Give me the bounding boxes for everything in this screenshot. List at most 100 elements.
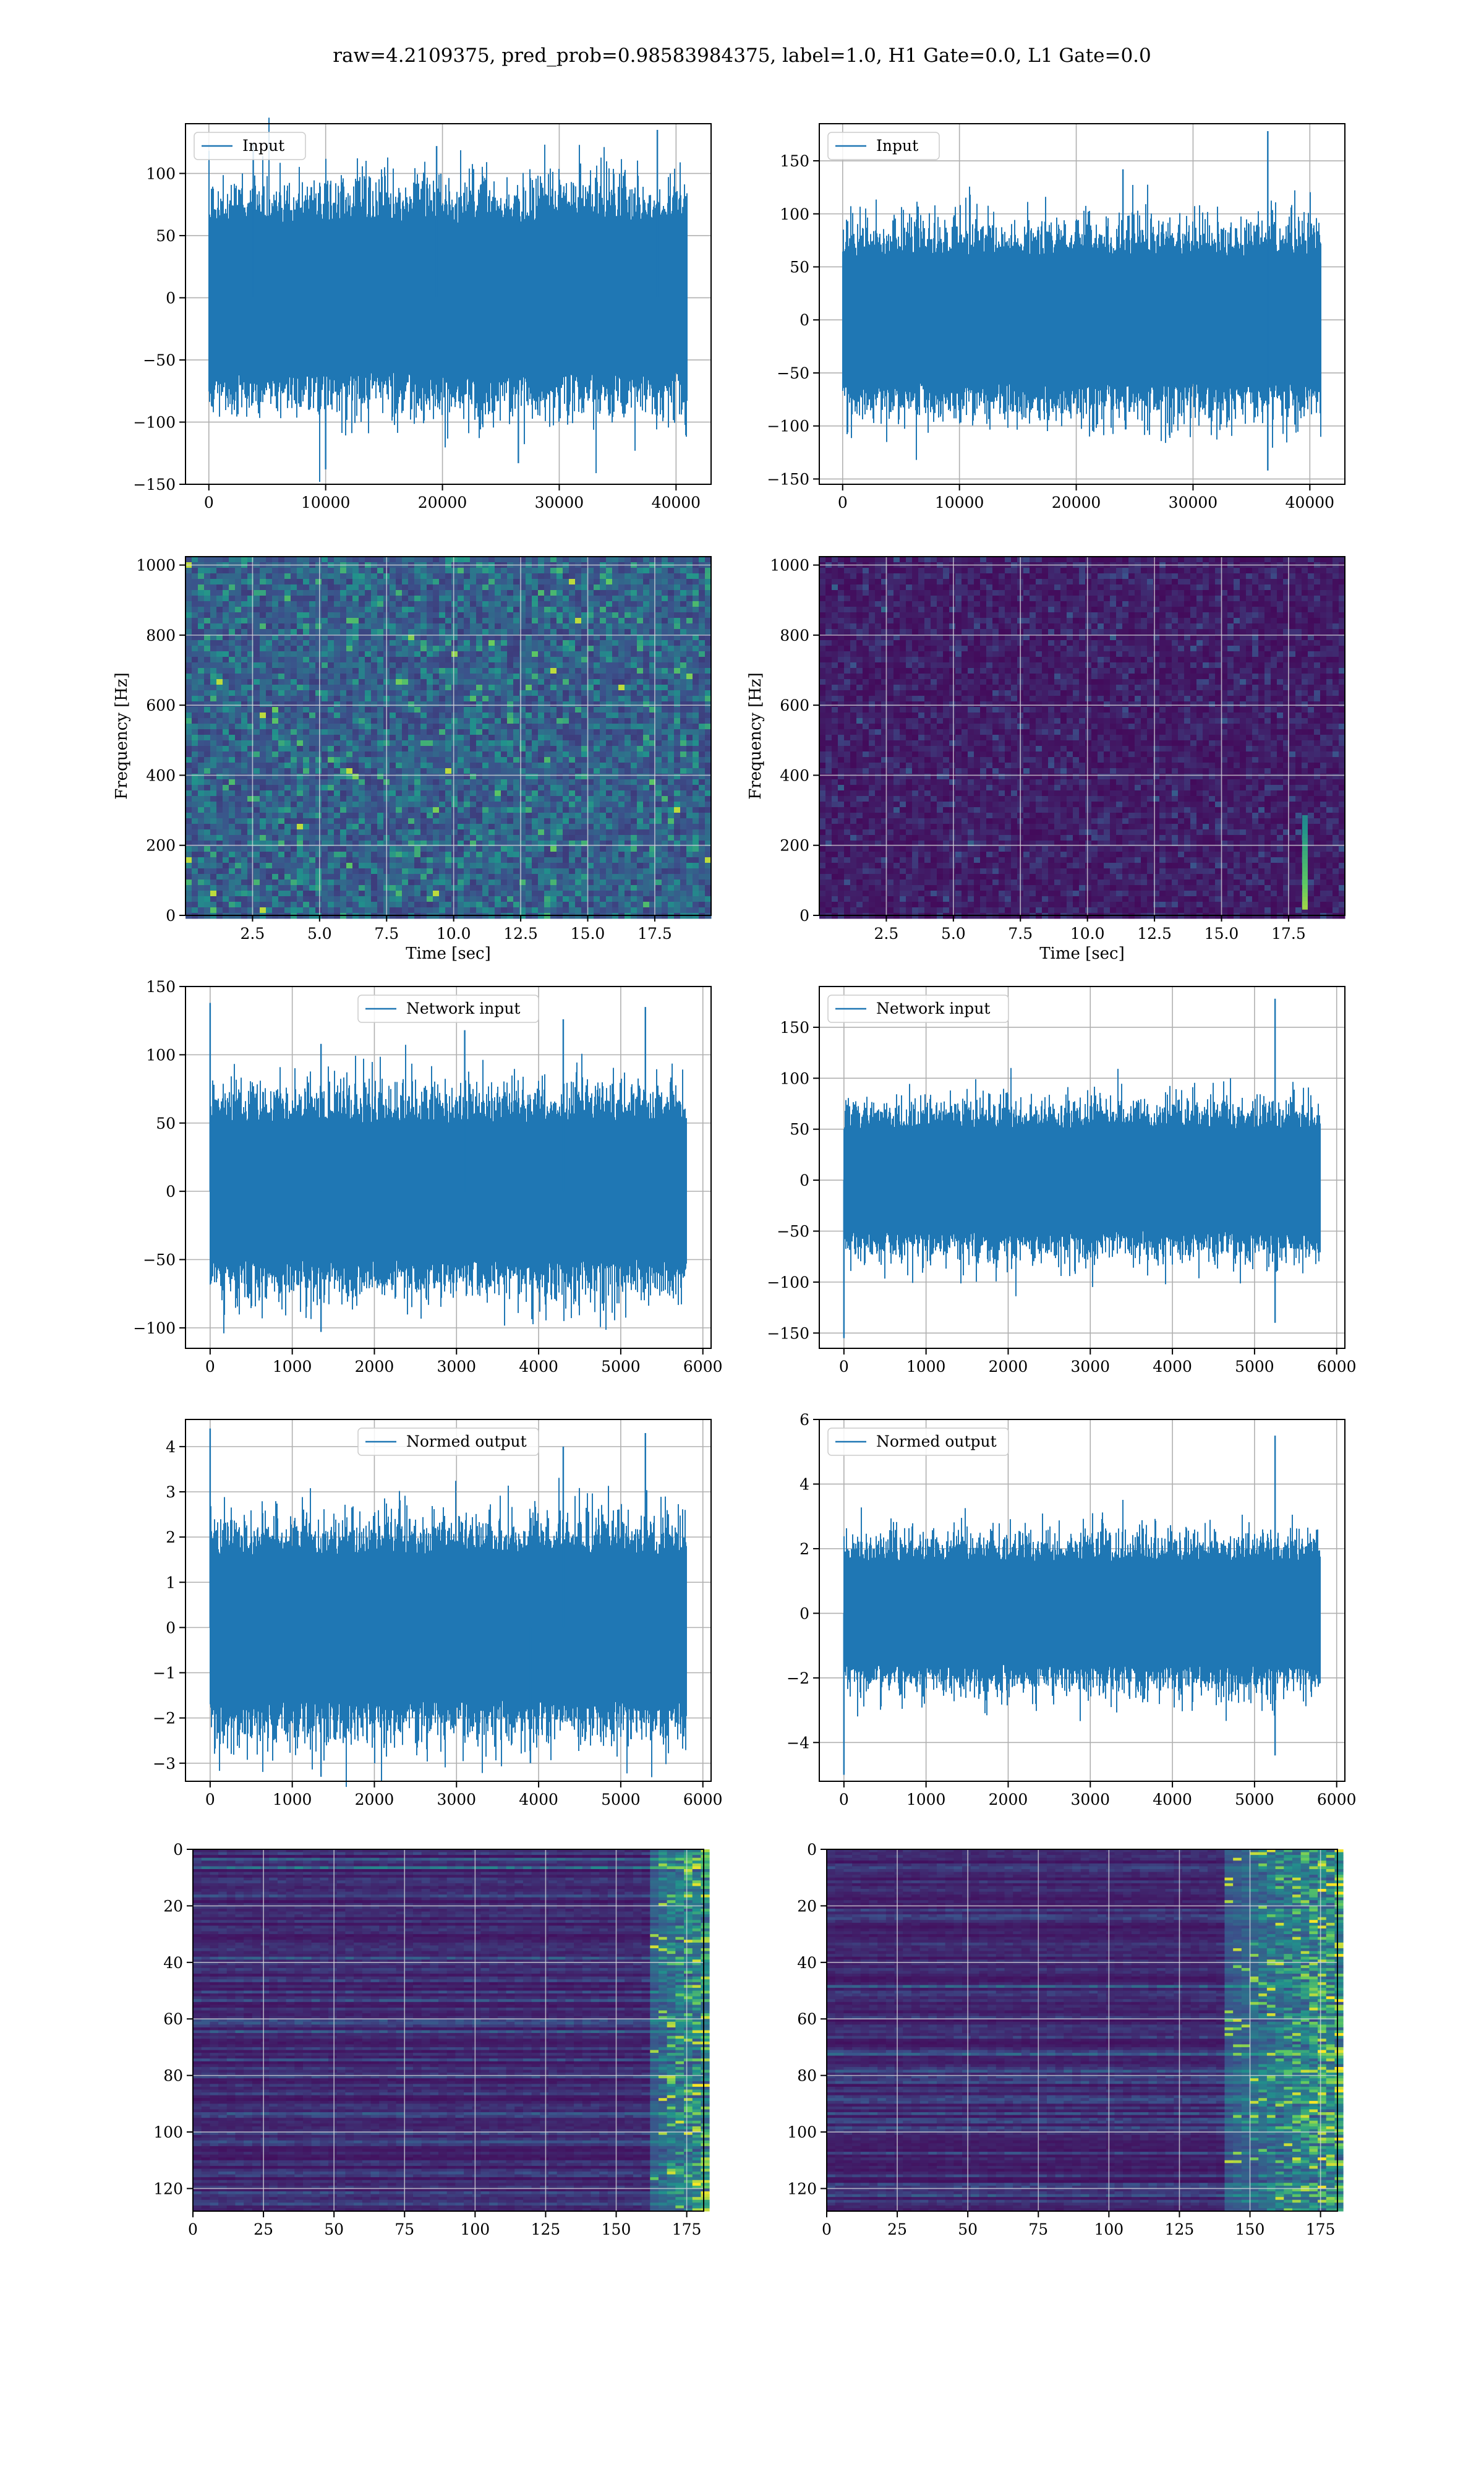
heatmap-cell (488, 868, 495, 875)
heatmap-cell (414, 557, 421, 563)
heatmap-cell (334, 635, 341, 641)
heatmap-cell (192, 618, 198, 624)
heatmap-cell (359, 596, 365, 602)
heatmap-cell (488, 768, 495, 774)
heatmap-cell (254, 841, 260, 847)
heatmap-cell (352, 584, 359, 591)
heatmap-cell (631, 796, 638, 802)
heatmap-cell (235, 662, 242, 669)
heatmap-cell (513, 779, 520, 785)
heatmap-cell (550, 690, 557, 696)
heatmap-cell (420, 818, 427, 824)
heatmap-cell (464, 740, 471, 747)
heatmap-cell (519, 763, 526, 769)
heatmap-cell (538, 601, 545, 607)
heatmap-cell (495, 863, 501, 869)
heatmap-cell (587, 829, 594, 836)
heatmap-cell (433, 829, 440, 836)
heatmap-cell (352, 796, 359, 802)
heatmap-cell (643, 902, 650, 908)
heatmap-cell (303, 846, 310, 852)
heatmap-cell (340, 846, 347, 852)
heatmap-cell (427, 846, 433, 852)
heatmap-cell (637, 785, 644, 791)
heatmap-cell (210, 896, 217, 902)
heatmap-cell (402, 668, 409, 674)
heatmap-cell (612, 601, 619, 607)
heatmap-cell (192, 880, 198, 886)
heatmap-cell (631, 690, 638, 696)
heatmap-cell (581, 657, 588, 663)
heatmap-cell (433, 696, 440, 702)
heatmap-cell (464, 863, 471, 869)
heatmap-cell (408, 735, 415, 741)
heatmap-cell (600, 902, 607, 908)
heatmap-cell (556, 824, 563, 830)
heatmap-cell (420, 868, 427, 875)
heatmap-cell (439, 841, 446, 847)
heatmap-cell (606, 790, 613, 797)
heatmap-cell (538, 751, 545, 758)
legend-box (194, 132, 306, 160)
heatmap-cell (575, 729, 582, 735)
heatmap-cell (476, 824, 483, 830)
heatmap-cell (340, 829, 347, 836)
heatmap-cell (556, 891, 563, 897)
heatmap-cell (352, 679, 359, 685)
heatmap-cell (581, 790, 588, 797)
heatmap-cell (507, 874, 514, 880)
heatmap-cell (439, 674, 446, 680)
heatmap-cell (569, 685, 576, 691)
heatmap-cell (346, 796, 353, 802)
heatmap-cell (303, 679, 310, 685)
heatmap-cell (260, 612, 267, 618)
heatmap-cell (458, 768, 464, 774)
heatmap-cell (216, 718, 223, 724)
heatmap-cell (359, 568, 365, 574)
heatmap-cell (241, 718, 248, 724)
heatmap-cell (526, 757, 532, 763)
heatmap-cell (495, 813, 501, 819)
heatmap-cell (538, 685, 545, 691)
heatmap-cell (352, 885, 359, 891)
heatmap-cell (612, 841, 619, 847)
legend: Input (194, 132, 306, 160)
heatmap-cell (556, 852, 563, 858)
heatmap-cell (606, 674, 613, 680)
heatmap-cell (488, 651, 495, 657)
heatmap-cell (575, 779, 582, 785)
heatmap-cell (229, 674, 236, 680)
heatmap-cell (309, 618, 316, 624)
heatmap-cell (210, 846, 217, 852)
heatmap-cell (247, 746, 254, 752)
heatmap-cell (365, 601, 372, 607)
heatmap-cell (538, 640, 545, 646)
heatmap-cell (241, 596, 248, 602)
heatmap-cell (235, 729, 242, 735)
heatmap-cell (495, 818, 501, 824)
heatmap-cell (612, 802, 619, 808)
heatmap-cell (625, 607, 631, 613)
heatmap-cell (482, 802, 489, 808)
heatmap-cell (427, 807, 433, 813)
heatmap-cell (223, 891, 229, 897)
heatmap-cell (575, 724, 582, 730)
heatmap-cell (210, 579, 217, 585)
heatmap-cell (402, 829, 409, 836)
heatmap-cell (198, 662, 205, 669)
heatmap-cell (631, 640, 638, 646)
heatmap-cell (612, 818, 619, 824)
heatmap-cell (482, 690, 489, 696)
heatmap-cell (414, 618, 421, 624)
heatmap-cell (556, 685, 563, 691)
heatmap-cell (414, 635, 421, 641)
heatmap-cell (346, 701, 353, 708)
heatmap-cell (204, 623, 211, 630)
heatmap-cell (439, 751, 446, 758)
heatmap-cell (371, 696, 378, 702)
heatmap-cell (606, 818, 613, 824)
heatmap-cell (606, 796, 613, 802)
heatmap-cell (476, 718, 483, 724)
heatmap-cell (600, 852, 607, 858)
heatmap-cell (390, 662, 396, 669)
